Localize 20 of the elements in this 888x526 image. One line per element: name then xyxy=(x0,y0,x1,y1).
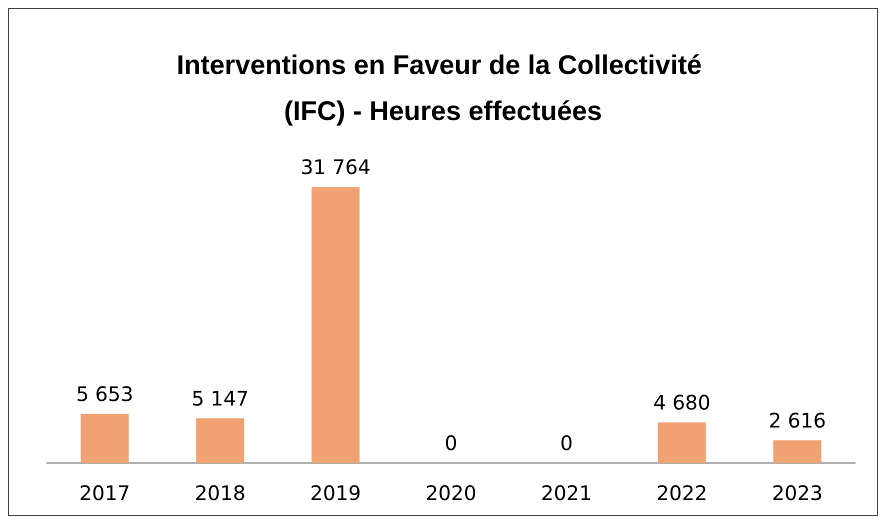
x-tick-label: 2017 xyxy=(79,481,130,505)
bar xyxy=(312,187,360,463)
bar xyxy=(196,418,244,463)
x-tick-label: 2021 xyxy=(540,481,592,505)
x-tick-label: 2019 xyxy=(310,481,362,505)
data-label: 0 xyxy=(444,431,458,455)
bar xyxy=(773,440,822,463)
chart-title: Interventions en Faveur de la Collectivité (IFC) - Heures effectuées xyxy=(176,50,710,126)
data-label: 4 680 xyxy=(653,390,710,414)
data-label: 31 764 xyxy=(300,155,371,180)
bar xyxy=(80,414,129,463)
data-label: 5 147 xyxy=(192,386,249,410)
x-tick-label: 2022 xyxy=(656,481,708,505)
x-tick-label: 2018 xyxy=(194,481,246,505)
bar xyxy=(658,422,706,463)
x-tick-label: 2020 xyxy=(426,481,476,505)
data-label: 0 xyxy=(560,431,573,455)
data-label: 5 653 xyxy=(76,382,134,406)
data-label: 2 616 xyxy=(768,408,826,432)
x-tick-label: 2023 xyxy=(772,481,823,505)
